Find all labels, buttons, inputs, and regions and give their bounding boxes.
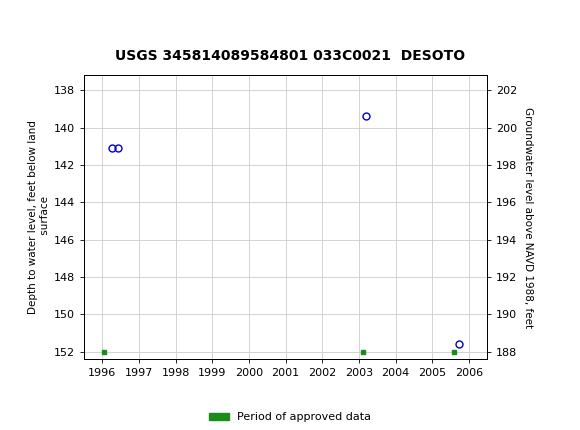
- Text: USGS 345814089584801 033C0021  DESOTO: USGS 345814089584801 033C0021 DESOTO: [115, 49, 465, 64]
- Text: ≋USGS: ≋USGS: [3, 11, 79, 30]
- Y-axis label: Depth to water level, feet below land
 surface: Depth to water level, feet below land su…: [28, 120, 50, 314]
- Legend: Period of approved data: Period of approved data: [209, 412, 371, 422]
- Y-axis label: Groundwater level above NAVD 1988, feet: Groundwater level above NAVD 1988, feet: [523, 107, 533, 328]
